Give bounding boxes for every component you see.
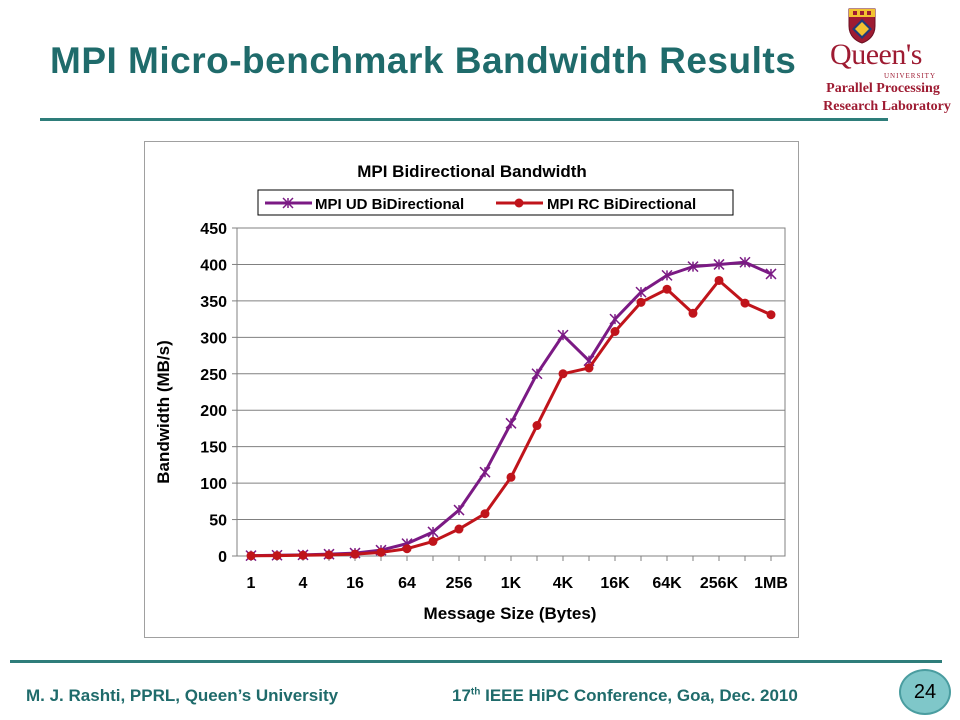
ud-point — [479, 466, 491, 478]
footer-conf-pre: 17 — [452, 686, 471, 705]
y-tick-label: 300 — [200, 330, 227, 347]
rc-point — [714, 275, 724, 285]
x-tick-label: 16K — [600, 575, 630, 592]
y-tick-label: 350 — [200, 294, 227, 311]
footer-conf-sup: th — [470, 686, 481, 698]
chart-title: MPI Bidirectional Bandwidth — [357, 162, 587, 181]
rc-point — [376, 547, 386, 557]
y-tick-label: 150 — [200, 440, 227, 457]
chart-legend: MPI UD BiDirectional MPI RC BiDirectiona… — [257, 189, 734, 216]
university-crest-icon — [848, 8, 876, 44]
rc-point — [662, 284, 672, 294]
ud-point — [427, 526, 439, 538]
rc-point — [454, 524, 464, 534]
y-tick-label: 100 — [200, 476, 227, 493]
logo-university-sub: UNIVERSITY — [884, 72, 936, 80]
x-tick-label: 4K — [553, 575, 574, 592]
ud-point — [713, 258, 725, 270]
rc-point — [766, 310, 776, 320]
footer-divider — [10, 660, 942, 663]
footer-conf-post: IEEE HiPC Conference, Goa, Dec. 2010 — [480, 686, 798, 705]
x-tick-label: 256K — [700, 575, 739, 592]
x-tick-label: 1MB — [754, 575, 788, 592]
legend-box — [257, 189, 734, 216]
rc-point — [506, 472, 516, 482]
ud-point — [635, 286, 647, 298]
ud-point — [531, 368, 543, 380]
legend-rc-label: MPI RC BiDirectional — [547, 196, 696, 213]
x-axis-label: Message Size (Bytes) — [424, 604, 597, 623]
ud-point — [739, 256, 751, 268]
x-tick-label: 64 — [398, 575, 416, 592]
x-tick-label: 4 — [299, 575, 308, 592]
rc-point — [532, 421, 542, 431]
ud-point — [453, 504, 465, 516]
legend-ud-label: MPI UD BiDirectional — [315, 196, 464, 213]
page-title: MPI Micro-benchmark Bandwidth Results — [50, 40, 797, 81]
plot-area — [236, 227, 786, 557]
x-tick-label: 1K — [501, 575, 522, 592]
y-tick-label: 200 — [200, 403, 227, 420]
rc-point — [584, 363, 594, 373]
rc-point — [636, 297, 646, 307]
rc-point — [428, 536, 438, 546]
footer-author: M. J. Rashti, PPRL, Queen’s University — [26, 686, 339, 705]
rc-point — [480, 509, 490, 519]
y-axis-label: Bandwidth (MB/s) — [154, 340, 173, 484]
y-tick-label: 450 — [200, 221, 227, 238]
y-tick-label: 50 — [209, 513, 227, 530]
chart-frame: MPI Bidirectional Bandwidth MPI UD BiDir… — [144, 141, 799, 638]
rc-point — [350, 549, 360, 559]
y-tick-label: 250 — [200, 367, 227, 384]
footer-conference: 17th IEEE HiPC Conference, Goa, Dec. 201… — [452, 686, 798, 706]
university-logo: Queen's UNIVERSITY Parallel Processing R… — [800, 8, 951, 116]
ud-point — [557, 329, 569, 341]
title-divider — [40, 118, 888, 121]
rc-point — [246, 551, 256, 561]
rc-point — [558, 369, 568, 379]
bandwidth-chart: MPI Bidirectional Bandwidth MPI UD BiDir… — [154, 162, 788, 623]
legend-rc-marker — [514, 198, 524, 208]
x-tick-label: 1 — [247, 575, 256, 592]
y-tick-label: 400 — [200, 257, 227, 274]
ud-point — [765, 268, 777, 280]
rc-point — [298, 550, 308, 560]
x-tick-label: 64K — [652, 575, 682, 592]
rc-point — [272, 551, 282, 561]
logo-university-name: Queen's — [830, 38, 922, 71]
logo-lab-line2: Research Laboratory — [823, 99, 951, 114]
legend-ud-star — [282, 197, 294, 209]
page-number: 24 — [913, 680, 937, 703]
rc-point — [610, 327, 620, 337]
ud-point — [661, 269, 673, 281]
page-number-badge: 24 — [899, 669, 951, 715]
rc-point — [324, 550, 334, 560]
y-tick-label: 0 — [218, 549, 227, 566]
ud-point — [609, 313, 621, 325]
rc-point — [688, 308, 698, 318]
logo-lab-line1: Parallel Processing — [826, 81, 940, 96]
rc-point — [740, 298, 750, 308]
legend-ud-marker — [282, 197, 294, 209]
rc-point — [402, 544, 412, 554]
x-tick-label: 256 — [446, 575, 473, 592]
ud-point — [687, 261, 699, 273]
ud-point — [505, 417, 517, 429]
x-tick-label: 16 — [346, 575, 364, 592]
